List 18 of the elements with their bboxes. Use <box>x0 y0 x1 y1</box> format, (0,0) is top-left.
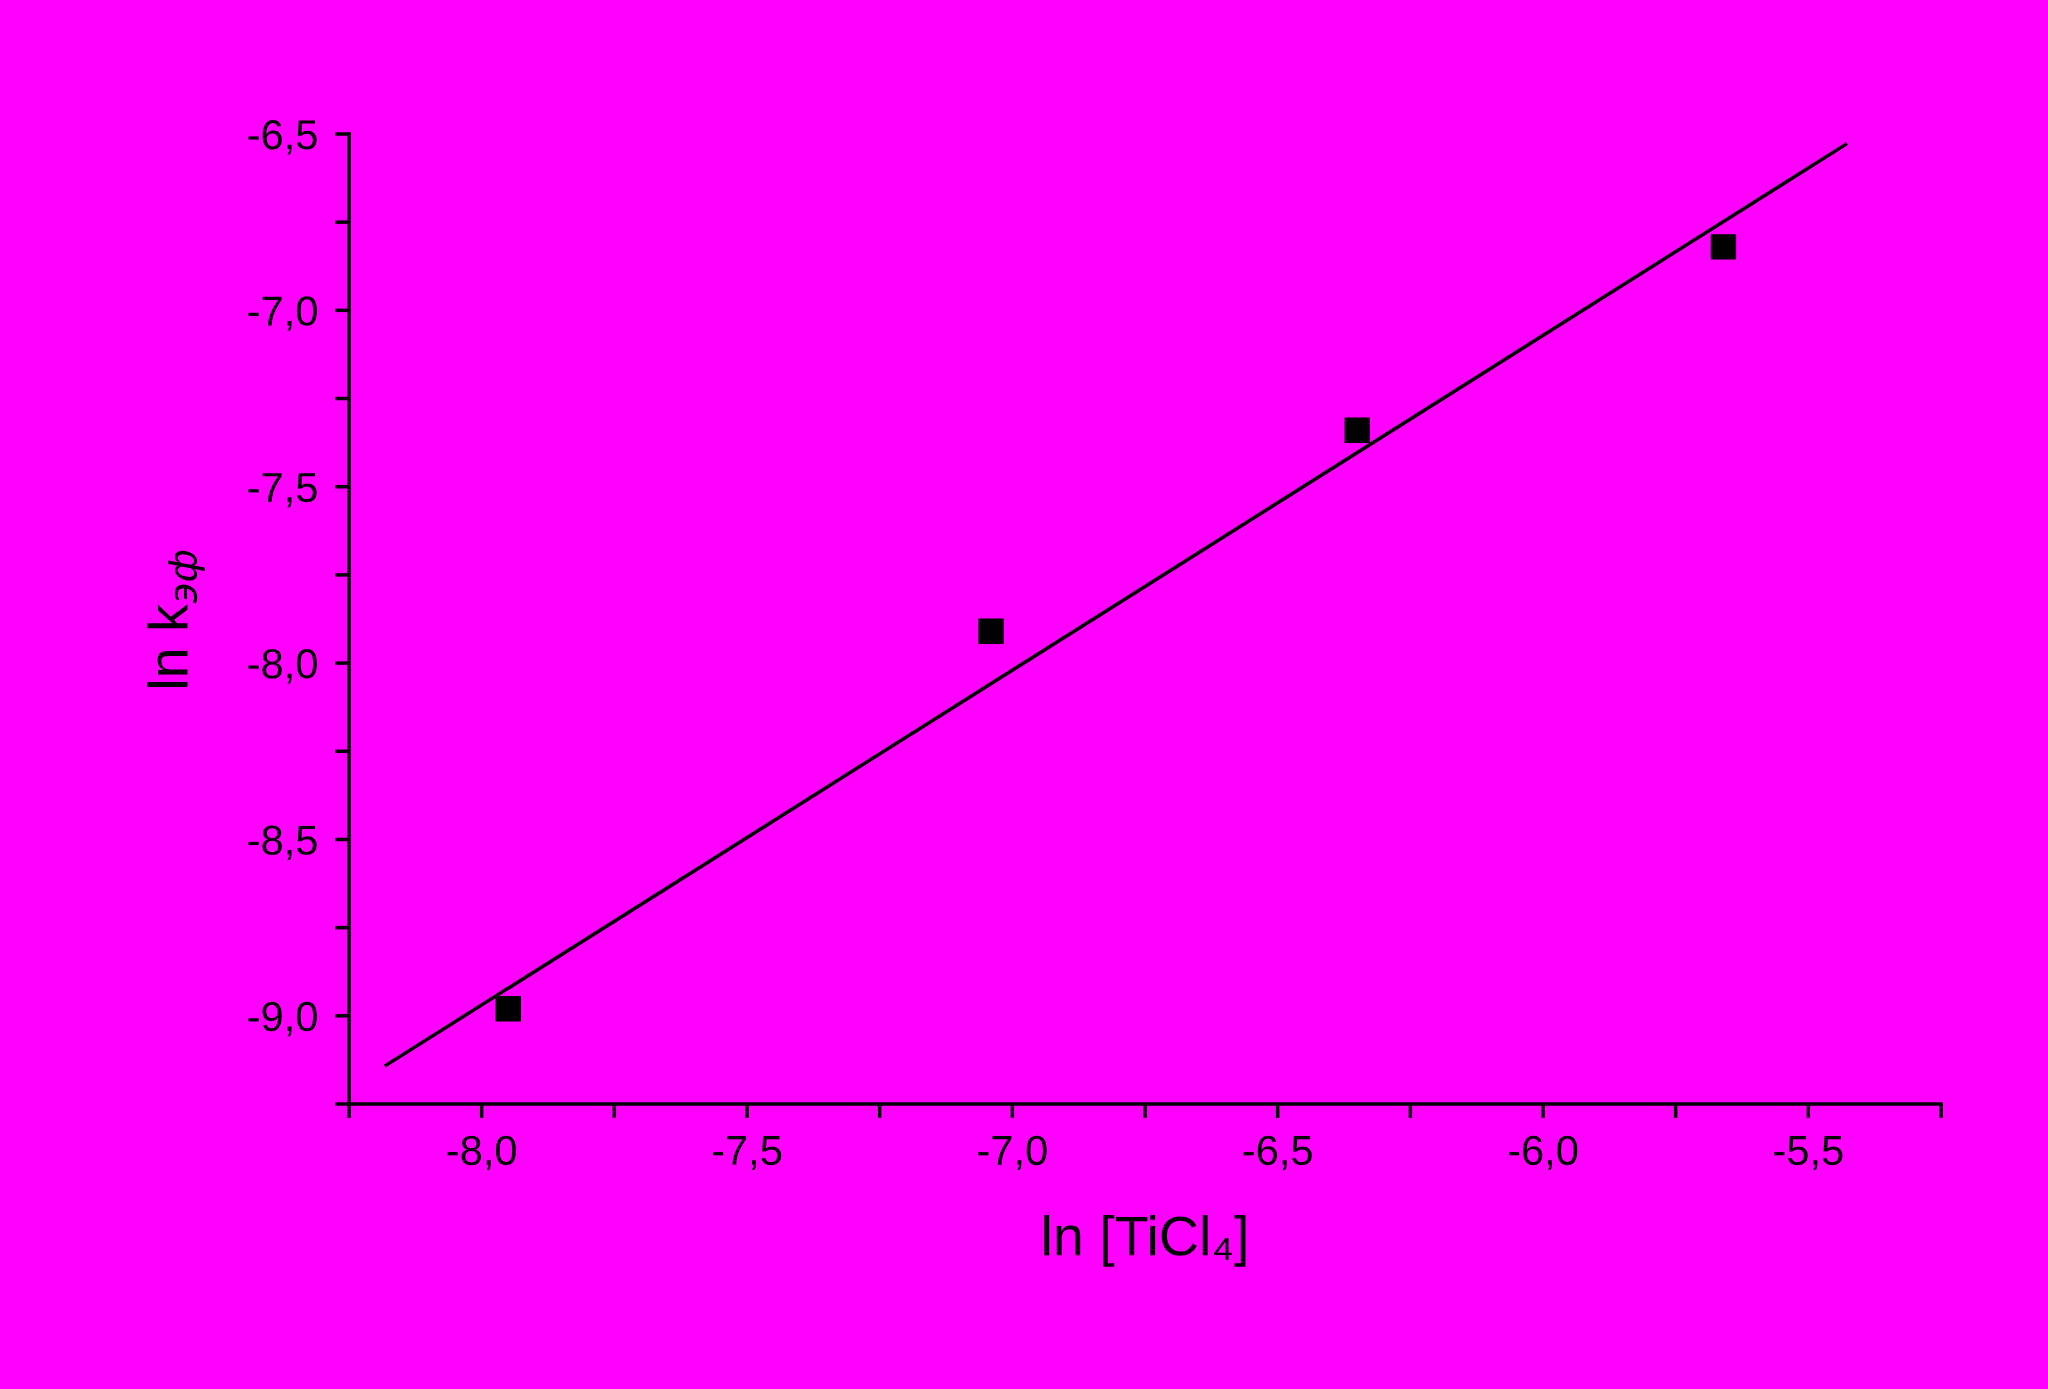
point <box>495 996 521 1022</box>
y-tick-label: -6,5 <box>248 120 317 155</box>
point <box>978 618 1004 645</box>
y-tick-label: -9,0 <box>248 1001 317 1037</box>
y-tick-label: -7,0 <box>248 296 317 331</box>
y-tick-label: -7,5 <box>248 473 317 508</box>
y-tick-label: -8,0 <box>248 649 317 684</box>
x-tick-label: -5,5 <box>1774 1136 1843 1171</box>
x-tick-label: -6,0 <box>1508 1135 1578 1171</box>
x-tick-label: -7,0 <box>978 1135 1047 1171</box>
point <box>1710 234 1737 260</box>
x-tick-label: -6,5 <box>1243 1135 1312 1171</box>
x-axis-title: ln [TiCl₄] <box>1044 1215 1246 1267</box>
y-tick-label: -8,5 <box>248 825 317 860</box>
point <box>1344 417 1370 444</box>
y-axis-title: ln k$_{эф}$ <box>147 550 205 687</box>
x-tick-label: -8,0 <box>447 1135 516 1171</box>
x-tick-label: -7,5 <box>712 1136 782 1171</box>
